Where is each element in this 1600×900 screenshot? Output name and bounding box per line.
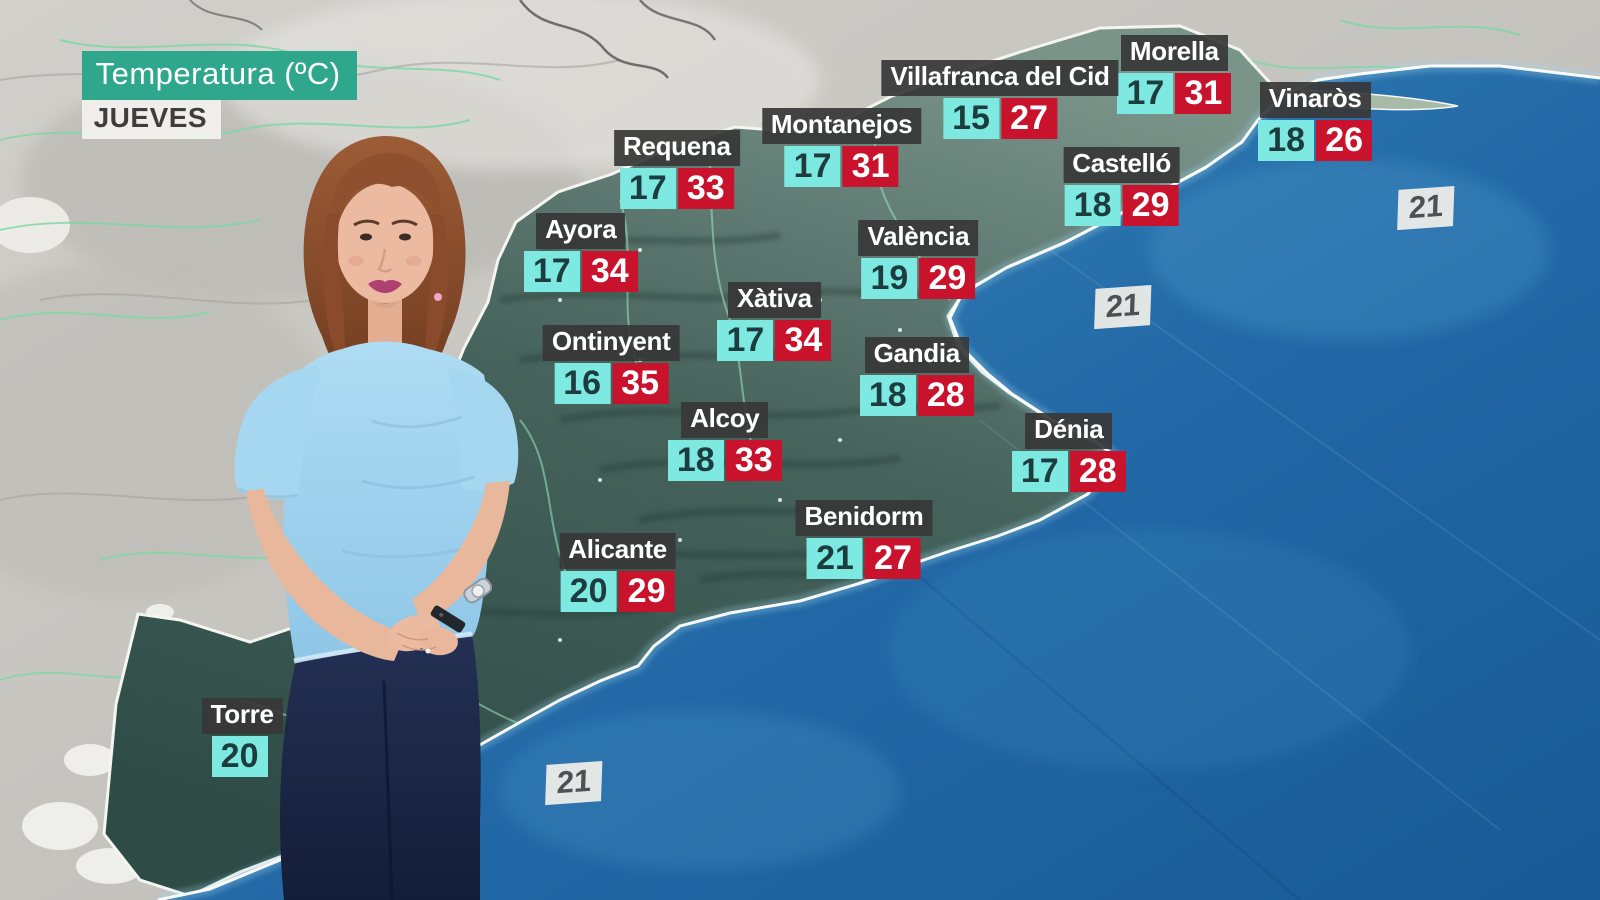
max-temperature: 29 — [919, 257, 976, 299]
city-name: Gandia — [864, 336, 969, 373]
temperature-pair: 16 35 — [543, 362, 680, 404]
city-label-ayora: Ayora 17 34 — [523, 213, 638, 293]
temperature-pair: 18 33 — [667, 440, 782, 482]
city-name: Alcoy — [681, 402, 769, 439]
header-title: Temperatura (ºC) — [81, 51, 357, 101]
temperature-pair: 17 33 — [614, 167, 740, 209]
sea-temperature: 21 — [1094, 285, 1153, 330]
presenter-figure — [234, 136, 519, 900]
max-temperature: 29 — [1122, 184, 1179, 226]
city-label-morella: Morella 17 31 — [1117, 35, 1232, 115]
city-name: Benidorm — [795, 500, 933, 537]
min-temperature: 17 — [619, 167, 676, 209]
temperature-pair: 18 26 — [1258, 119, 1373, 161]
city-name: Torre — [201, 698, 283, 735]
city-label-castello: Castelló 18 29 — [1063, 146, 1180, 226]
city-name: Ayora — [536, 213, 626, 250]
city-name: València — [858, 219, 979, 256]
city-name: Xàtiva — [727, 281, 821, 318]
temperature-pair: 17 31 — [762, 146, 921, 187]
city-label-requena: Requena 17 33 — [613, 129, 740, 209]
city-label-alcoy: Alcoy 18 33 — [667, 402, 782, 482]
min-temperature: 18 — [1258, 119, 1315, 161]
sea-temperature: 21 — [1396, 186, 1455, 231]
city-name: Montanejos — [761, 108, 922, 144]
temperature-pair: 17 31 — [1117, 73, 1232, 115]
city-name: Alicante — [559, 532, 676, 569]
min-temperature: 18 — [859, 374, 916, 416]
temperature-pair: 20 29 — [559, 570, 676, 612]
earring — [434, 293, 442, 301]
min-temperature: 17 — [784, 146, 841, 187]
min-temperature: 17 — [717, 319, 774, 361]
max-temperature: 31 — [1175, 73, 1232, 115]
max-temperature: 29 — [618, 570, 675, 612]
min-temperature: 16 — [554, 362, 611, 404]
max-temperature: 28 — [917, 374, 974, 416]
min-temperature: 20 — [560, 570, 617, 612]
city-name: Villafranca del Cid — [881, 60, 1119, 97]
max-temperature: 33 — [677, 167, 734, 209]
min-temperature: 21 — [806, 538, 863, 580]
temperature-pair: 19 29 — [859, 257, 979, 299]
max-temperature: 27 — [1001, 98, 1057, 140]
watch — [463, 577, 493, 604]
weather-presenter — [234, 136, 519, 900]
city-label-ontinyent: Ontinyent 16 35 — [542, 324, 680, 404]
city-label-benidorm: Benidorm 21 27 — [795, 500, 933, 580]
city-name: Vinaròs — [1259, 81, 1371, 118]
max-temperature: 35 — [612, 362, 669, 404]
temperature-pair: 18 29 — [1063, 184, 1180, 226]
max-temperature: 33 — [725, 440, 782, 482]
max-temperature: 31 — [842, 146, 899, 187]
temperature-pair: 17 34 — [717, 319, 832, 361]
city-label-alicante: Alicante 20 29 — [559, 532, 676, 612]
city-label-xativa: Xàtiva 17 34 — [717, 281, 832, 361]
header-day-jueves: JUEVES — [81, 100, 222, 140]
max-temperature: 34 — [581, 251, 638, 293]
temperature-pair: 17 28 — [1011, 451, 1126, 493]
clicker-remote — [430, 605, 466, 633]
max-temperature: 27 — [864, 538, 921, 580]
max-temperature: 34 — [775, 319, 832, 361]
header: Temperatura (ºC) JUEVES — [81, 51, 357, 140]
min-temperature: 15 — [943, 98, 999, 140]
city-label-torre: Torre 20 — [201, 698, 283, 778]
min-temperature: 19 — [861, 257, 918, 299]
min-temperature: 18 — [667, 440, 724, 482]
temperature-pair: 18 28 — [859, 374, 974, 416]
city-label-vinaros: Vinaròs 18 26 — [1258, 81, 1373, 161]
min-temperature: 20 — [211, 736, 268, 778]
city-name: Castelló — [1063, 146, 1180, 183]
temperature-pair: 20 — [211, 736, 283, 778]
city-label-valencia: València 19 29 — [858, 219, 979, 299]
temperature-pair: 15 27 — [881, 98, 1118, 140]
hands — [387, 614, 458, 656]
city-label-montanejos: Montanejos 17 31 — [761, 108, 922, 187]
city-label-villafranca-del-cid: Villafranca del Cid 15 27 — [881, 60, 1119, 140]
temperature-pair: 17 34 — [523, 251, 638, 293]
presenter-pants — [280, 635, 481, 900]
presenter-face — [336, 183, 434, 303]
city-name: Morella — [1120, 35, 1228, 72]
min-temperature: 17 — [1117, 73, 1174, 115]
presenter-lips — [368, 279, 402, 293]
max-temperature: 28 — [1069, 451, 1126, 493]
sea-texture — [500, 160, 1600, 900]
city-name: Requena — [613, 129, 740, 166]
min-temperature: 18 — [1064, 184, 1121, 226]
city-label-denia: Dénia 17 28 — [1011, 413, 1126, 493]
sea-temperature: 21 — [545, 761, 604, 806]
max-temperature: 26 — [1316, 119, 1373, 161]
min-temperature: 17 — [1011, 451, 1068, 493]
temperature-pair: 21 27 — [796, 538, 933, 580]
city-name: Ontinyent — [542, 324, 680, 361]
city-name: Dénia — [1025, 413, 1113, 450]
city-label-gandia: Gandia 18 28 — [859, 336, 974, 416]
min-temperature: 17 — [523, 251, 580, 293]
